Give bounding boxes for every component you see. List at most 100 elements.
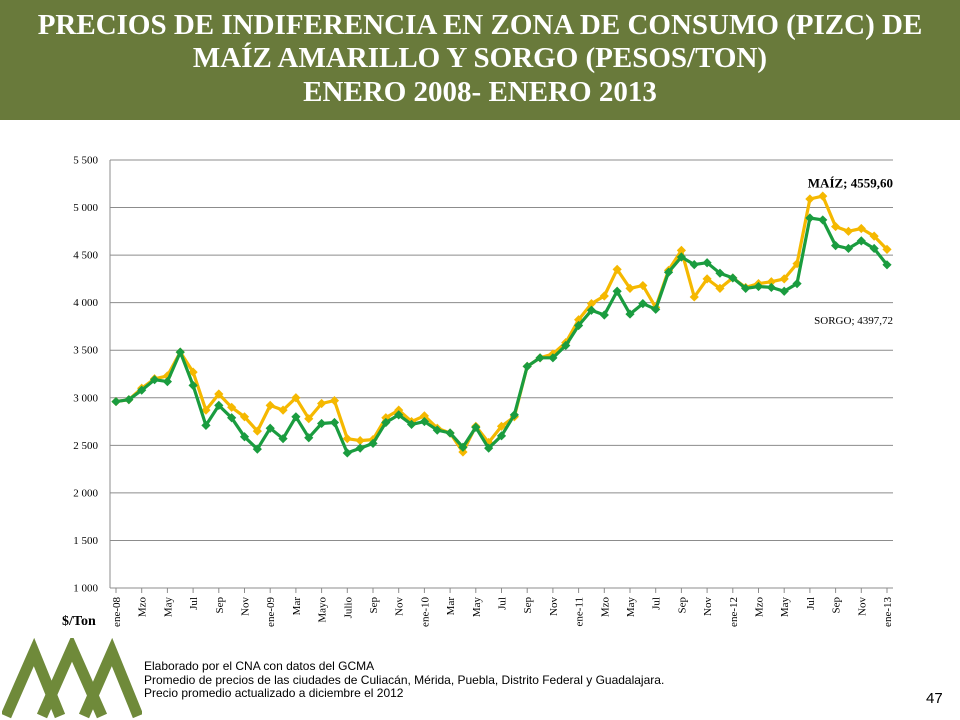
maiz-data-point — [278, 405, 288, 415]
x-tick-label: Jul — [805, 597, 817, 610]
maiz-data-point — [265, 400, 275, 410]
sorgo-data-point — [227, 413, 237, 423]
sorgo-data-point — [278, 434, 288, 444]
y-tick-label: 2 500 — [73, 440, 98, 452]
x-tick-label: Nov — [394, 597, 406, 616]
sorgo-data-point — [496, 431, 507, 441]
x-tick-label: Mzo — [754, 597, 766, 618]
chart-title-line-1: PRECIOS DE INDIFERENCIA EN ZONA DE CONSU… — [37, 9, 923, 41]
x-tick-label: Sep — [368, 597, 380, 614]
sorgo-data-point — [535, 353, 545, 363]
x-tick-label: ene-10 — [419, 597, 431, 627]
maiz-data-point — [252, 426, 262, 436]
y-axis-ticks: 1 000 1 500 2 000 2 500 3 000 3 500 4 000 4 500… — [73, 155, 98, 595]
maiz-data-point — [458, 447, 468, 457]
sorgo-data-point — [291, 412, 301, 422]
title-banner: PRECIOS DE INDIFERENCIA EN ZONA DE CONSU… — [0, 0, 960, 120]
maiz-data-point — [381, 413, 391, 423]
x-tick-label: Sep — [214, 597, 226, 614]
y-axis-label: $/Ton — [62, 614, 96, 629]
sorgo-data-point — [149, 375, 160, 385]
maiz-data-point — [227, 402, 237, 412]
sorgo-data-point — [419, 416, 429, 427]
x-tick-label: May — [779, 597, 791, 618]
y-tick-label: 1 000 — [73, 583, 98, 595]
sorgo-data-point — [484, 443, 494, 453]
y-tick-label: 5 000 — [73, 202, 98, 214]
sorgo-data-point — [137, 385, 147, 395]
sorgo-data-point — [406, 419, 417, 430]
maiz-data-point — [856, 223, 866, 234]
x-tick-label: May — [162, 597, 174, 618]
maiz-data-point — [882, 244, 892, 255]
x-tick-label: Nov — [702, 597, 714, 616]
footnotes: Elaborado por el CNA con datos del GCMA … — [144, 659, 665, 701]
x-tick-label: Nov — [240, 597, 252, 616]
maiz-data-point — [239, 412, 250, 422]
x-tick-label: May — [471, 597, 483, 618]
maiz-data-point — [574, 315, 584, 325]
maiz-data-point — [317, 398, 327, 409]
x-tick-label: Mar — [291, 597, 303, 616]
y-tick-label: 5 500 — [73, 155, 98, 167]
price-line-chart: 1 000 1 500 2 000 2 500 3 000 3 500 4 000 4 500… — [73, 155, 894, 627]
x-tick-label: Nov — [856, 597, 868, 616]
x-tick-label: ene-08 — [111, 597, 123, 627]
page-number: 47 — [926, 690, 943, 707]
y-tick-label: 3 500 — [73, 345, 98, 357]
x-tick-label: ene-11 — [574, 597, 586, 627]
sorgo-data-point — [509, 410, 519, 420]
x-tick-label: May — [625, 597, 637, 618]
maiz-data-point — [291, 393, 301, 403]
maiz-data-point — [805, 194, 815, 204]
x-axis-ticks: ene-08 Mzo May Jul Sep Nov ene-09 Mar Mayo Julio S… — [111, 588, 894, 627]
sorgo-data-point — [856, 236, 866, 246]
sorgo-data-point — [882, 260, 892, 270]
footnote-cities: Promedio de precios de las ciudades de C… — [144, 672, 665, 687]
maiz-data-point — [188, 367, 198, 377]
sorgo-data-point — [111, 396, 121, 407]
sorgo-data-point — [304, 433, 314, 443]
sorgo-data-point — [329, 417, 340, 428]
y-tick-label: 4 000 — [73, 297, 98, 309]
x-tick-label: Sep — [676, 597, 688, 614]
series-group — [111, 191, 892, 458]
sorgo-data-point — [766, 282, 776, 293]
cna-mountains-logo-icon — [2, 638, 142, 719]
sorgo-data-point — [676, 252, 686, 262]
y-tick-label: 3 000 — [73, 392, 98, 404]
maiz-data-point — [676, 245, 686, 255]
maiz-data-point — [484, 437, 494, 448]
series-end-labels: MAÍZ; 4559,60 SORGO; 4397,72 — [808, 175, 893, 326]
maiz-data-point — [818, 191, 828, 201]
sorgo-data-point — [381, 417, 391, 428]
chart-title-line-2: MAÍZ AMARILLO Y SORGO (PESOS/TON) — [192, 42, 768, 74]
x-tick-label: Mar — [445, 597, 457, 616]
x-tick-label: Jul — [497, 597, 509, 610]
x-tick-label: Mzo — [599, 597, 611, 618]
sorgo-data-point — [188, 380, 198, 391]
sorgo-data-point — [368, 438, 378, 449]
sorgo-data-point — [458, 442, 468, 452]
x-tick-label: Jul — [651, 597, 663, 610]
sorgo-data-point — [522, 361, 532, 371]
sorgo-data-point — [394, 410, 404, 420]
y-tick-label: 1 500 — [73, 535, 98, 547]
sorgo-data-point — [702, 258, 712, 268]
sorgo-data-point — [201, 420, 211, 430]
x-tick-label: Mayo — [317, 597, 329, 623]
sorgo-data-point — [239, 432, 250, 442]
chart-title-line-3: ENERO 2008- ENERO 2013 — [303, 76, 657, 108]
maiz-data-point — [419, 411, 429, 421]
sorgo-data-point — [831, 241, 841, 251]
x-tick-label: Sep — [522, 597, 534, 614]
sorgo-data-point — [869, 243, 879, 254]
maiz-data-point — [342, 434, 352, 444]
footnote-source: Elaborado por el CNA con datos del GCMA — [144, 659, 375, 673]
y-tick-label: 2 000 — [73, 487, 98, 499]
sorgo-data-point — [175, 347, 185, 357]
x-tick-label: Mzo — [137, 597, 149, 618]
sorgo-end-label: SORGO; 4397,72 — [814, 315, 893, 327]
x-tick-label: ene-13 — [882, 597, 894, 627]
maiz-data-point — [355, 435, 365, 446]
